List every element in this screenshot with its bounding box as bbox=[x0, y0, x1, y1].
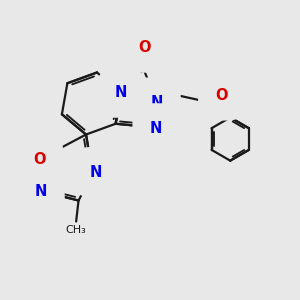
Text: N: N bbox=[35, 184, 47, 199]
Text: O: O bbox=[216, 88, 228, 103]
Text: N: N bbox=[150, 121, 162, 136]
Text: O: O bbox=[138, 40, 151, 55]
Text: O: O bbox=[33, 152, 46, 166]
Text: N: N bbox=[115, 85, 127, 100]
Text: N: N bbox=[90, 164, 102, 179]
Text: CH₃: CH₃ bbox=[66, 224, 86, 235]
Text: N: N bbox=[151, 94, 163, 110]
